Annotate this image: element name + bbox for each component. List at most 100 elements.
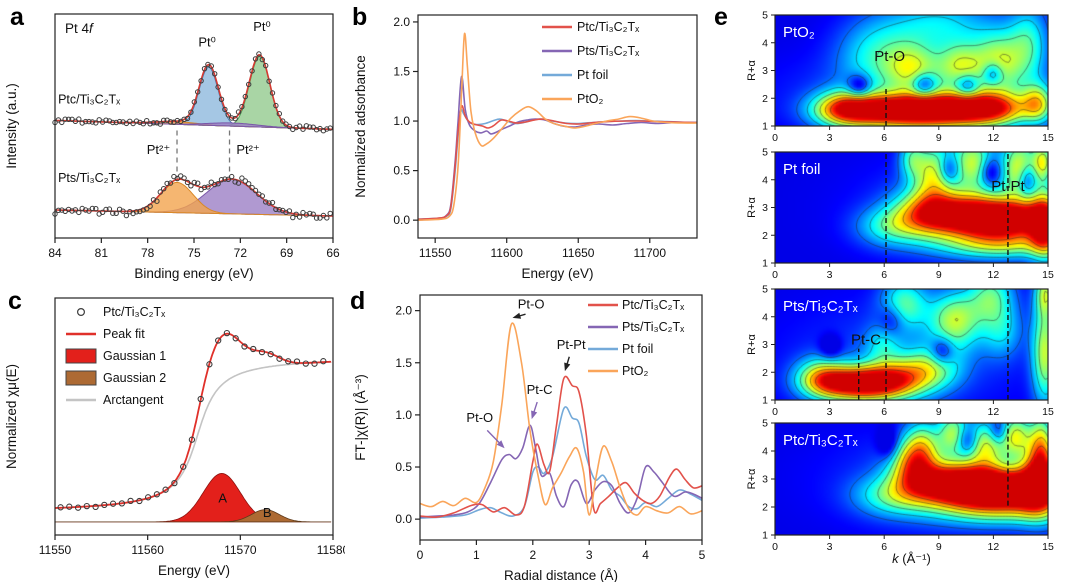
wavelet-title: Pt foil: [783, 161, 821, 178]
x-tick-label: 11650: [562, 246, 595, 260]
data-point: [259, 56, 265, 63]
data-point: [147, 203, 153, 209]
data-point: [157, 189, 164, 195]
data-point: [101, 501, 108, 509]
peak-label: Pt⁰: [198, 34, 216, 49]
data-point: [249, 185, 255, 191]
data-point: [218, 96, 225, 103]
wavelet-heatmap-ptc: [775, 423, 1048, 535]
data-point: [280, 118, 286, 124]
data-point: [208, 63, 215, 69]
y-tick-label: 2: [762, 367, 768, 379]
y-axis-label: R+α: [746, 59, 758, 80]
data-point: [191, 99, 198, 105]
y-tick-label: 4: [762, 37, 768, 49]
peak-label: Pt²⁺: [236, 142, 259, 157]
data-point: [324, 215, 330, 221]
data-point: [161, 186, 167, 192]
data-point: [249, 68, 255, 74]
x-tick-label: 0: [772, 541, 778, 553]
wavelet-annotation: Pt-Pt: [991, 178, 1025, 195]
legend-label: Pts/Ti₃C₂Tₓ: [577, 44, 640, 58]
spectrum-ptc: Ptc/Ti₃C₂Tₓ Pt⁰ Pt⁰: [52, 19, 334, 134]
plot-frame: [417, 14, 698, 239]
x-tick-label: 9: [936, 132, 942, 144]
y-axis-label: R+α: [746, 468, 758, 489]
shell-annotation: Pt-O: [466, 410, 493, 425]
y-tick-label: 0.5: [393, 164, 410, 178]
legend-label: Pt foil: [622, 342, 653, 356]
data-point: [267, 351, 274, 358]
plot-frame: [419, 294, 703, 541]
data-point: [93, 206, 99, 212]
x-tick-label: 11580: [317, 543, 345, 557]
data-point: [215, 337, 222, 344]
x-tick-label: 15: [1042, 132, 1054, 144]
data-point: [212, 181, 218, 188]
data-point: [55, 207, 62, 214]
y-tick-label: 4: [762, 446, 768, 458]
annotation-arrow-head: [512, 312, 522, 319]
x-tick-label: 12: [988, 541, 1000, 553]
legend-swatch-circle: [76, 308, 85, 317]
exafs-curve-0: [419, 375, 703, 519]
shell-annotation: Pt-C: [527, 382, 553, 397]
component-fill: [55, 181, 333, 217]
x-tick-label: 15: [1042, 269, 1054, 281]
exafs-curve-2: [419, 406, 703, 519]
panel-c-whiteline-fit-chart: A B Ptc/Ti₃C₂Tₓ Peak fit Gaussian 1 Gaussian …: [4, 297, 345, 578]
y-axis-label: FT-|χ(R)| (Å⁻³): [353, 374, 368, 460]
data-point: [269, 90, 276, 96]
annotation-arrow-line: [519, 313, 526, 317]
data-point: [223, 329, 231, 337]
x-tick-label: 2: [529, 548, 536, 562]
x-tick-label: 5: [699, 548, 706, 562]
y-tick-label: 1.0: [395, 408, 412, 422]
x-axis-label: Radial distance (Å): [504, 568, 618, 582]
spectrum-pts: Pts/Ti₃C₂Tₓ Pt²⁺ Pt²⁺: [52, 142, 333, 221]
data-point: [229, 173, 235, 180]
annotation-arrow-line: [486, 429, 501, 444]
wavelet-title: Pts/Ti₃C₂Tₓ: [783, 298, 858, 315]
x-tick-label: 75: [187, 246, 201, 260]
data-point: [133, 209, 140, 215]
x-tick-label: 0: [772, 406, 778, 418]
peak-label: Pt²⁺: [147, 142, 170, 157]
data-point: [59, 207, 65, 213]
data-point: [218, 177, 225, 183]
wavelet-heatmap-pto2: [775, 15, 1048, 126]
data-point: [167, 119, 174, 125]
y-tick-label: 5: [762, 418, 768, 430]
data-point: [266, 78, 272, 84]
x-tick-label: 3: [827, 406, 833, 418]
exafs-curve-1: [419, 424, 703, 518]
wavelet-annotation: Pt-O: [874, 48, 905, 65]
plot-frame: [774, 14, 1049, 127]
data-point: [76, 116, 82, 122]
data-point: [161, 117, 167, 124]
y-tick-label: 1: [762, 121, 768, 133]
x-tick-label: 1: [473, 548, 480, 562]
x-tick-label: 3: [827, 541, 833, 553]
data-point: [225, 176, 232, 183]
x-tick-label: 78: [141, 246, 155, 260]
gaussian-label: A: [218, 490, 227, 505]
data-point: [317, 215, 323, 221]
y-axis-label: Normalized adsorbance: [353, 55, 368, 198]
y-tick-label: 4: [762, 174, 768, 186]
x-tick-label: 3: [827, 269, 833, 281]
data-point: [201, 184, 208, 191]
data-point: [258, 348, 266, 356]
data-point: [188, 109, 194, 115]
x-tick-label: 4: [642, 548, 649, 562]
data-point: [215, 181, 221, 187]
data-point: [144, 494, 152, 501]
panel-e-wavelet-transforms: PtO₂ Pt-O 0 3 6 9 12 15 1 2 3 4 5 R+α Pt foil Pt-Pt 0 3 6 9…: [710, 0, 1072, 582]
data-point: [206, 361, 213, 368]
x-tick-label: 3: [827, 132, 833, 144]
y-tick-label: 0.0: [393, 213, 410, 227]
y-tick-label: 2: [762, 93, 768, 105]
data-point: [266, 200, 272, 206]
gaussian-fill-1: [55, 472, 332, 523]
legend-label: Gaussian 1: [103, 349, 166, 363]
